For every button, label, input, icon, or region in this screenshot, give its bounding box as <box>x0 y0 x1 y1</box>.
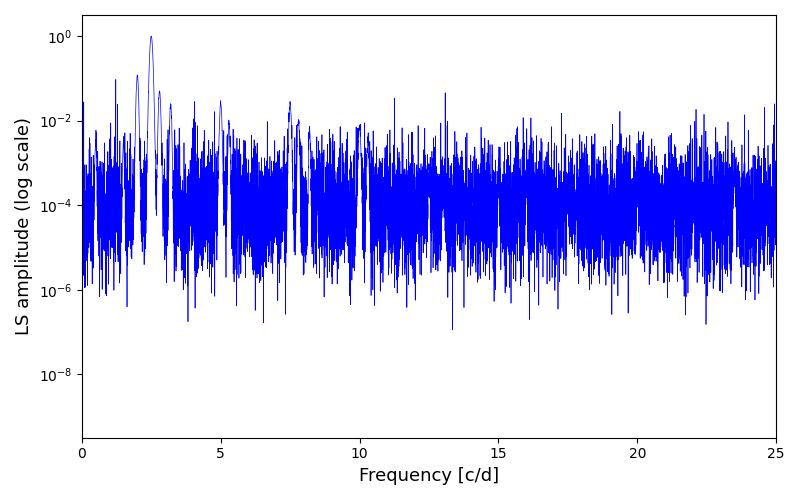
X-axis label: Frequency [c/d]: Frequency [c/d] <box>359 467 499 485</box>
Y-axis label: LS amplitude (log scale): LS amplitude (log scale) <box>15 118 33 336</box>
